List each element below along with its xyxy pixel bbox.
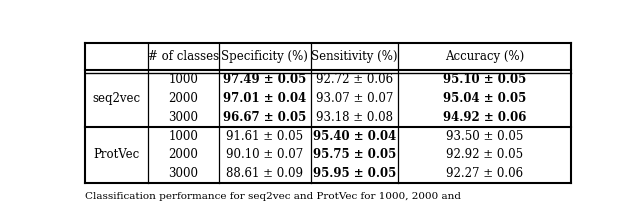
Text: 95.95 ± 0.05: 95.95 ± 0.05 bbox=[313, 167, 396, 180]
Text: # of classes: # of classes bbox=[148, 50, 219, 63]
Text: ProtVec: ProtVec bbox=[93, 148, 140, 161]
Text: 1000: 1000 bbox=[168, 73, 198, 86]
Text: 97.01 ± 0.04: 97.01 ± 0.04 bbox=[223, 92, 307, 104]
Text: 95.10 ± 0.05: 95.10 ± 0.05 bbox=[443, 73, 526, 86]
Text: 3000: 3000 bbox=[168, 167, 198, 180]
Text: 95.40 ± 0.04: 95.40 ± 0.04 bbox=[313, 130, 396, 143]
Text: 92.92 ± 0.05: 92.92 ± 0.05 bbox=[446, 148, 524, 161]
Text: 92.27 ± 0.06: 92.27 ± 0.06 bbox=[446, 167, 524, 180]
Text: 95.75 ± 0.05: 95.75 ± 0.05 bbox=[313, 148, 396, 161]
Text: 3000: 3000 bbox=[168, 110, 198, 123]
Text: 88.61 ± 0.09: 88.61 ± 0.09 bbox=[227, 167, 303, 180]
Text: 97.49 ± 0.05: 97.49 ± 0.05 bbox=[223, 73, 307, 86]
Text: 2000: 2000 bbox=[168, 92, 198, 104]
Text: Sensitivity (%): Sensitivity (%) bbox=[312, 50, 398, 63]
Text: 91.61 ± 0.05: 91.61 ± 0.05 bbox=[227, 130, 303, 143]
Text: 93.07 ± 0.07: 93.07 ± 0.07 bbox=[316, 92, 394, 104]
Text: Accuracy (%): Accuracy (%) bbox=[445, 50, 524, 63]
Text: 96.67 ± 0.05: 96.67 ± 0.05 bbox=[223, 110, 307, 123]
Text: 95.04 ± 0.05: 95.04 ± 0.05 bbox=[443, 92, 526, 104]
Text: 93.18 ± 0.08: 93.18 ± 0.08 bbox=[316, 110, 393, 123]
Text: 94.92 ± 0.06: 94.92 ± 0.06 bbox=[443, 110, 527, 123]
Text: 92.72 ± 0.06: 92.72 ± 0.06 bbox=[316, 73, 394, 86]
Text: seq2vec: seq2vec bbox=[93, 92, 141, 104]
Text: Classification performance for seq2vec and ProtVec for 1000, 2000 and: Classification performance for seq2vec a… bbox=[85, 192, 461, 201]
Text: 90.10 ± 0.07: 90.10 ± 0.07 bbox=[226, 148, 303, 161]
Text: 2000: 2000 bbox=[168, 148, 198, 161]
Text: 1000: 1000 bbox=[168, 130, 198, 143]
Text: Specificity (%): Specificity (%) bbox=[221, 50, 308, 63]
Text: 93.50 ± 0.05: 93.50 ± 0.05 bbox=[446, 130, 524, 143]
